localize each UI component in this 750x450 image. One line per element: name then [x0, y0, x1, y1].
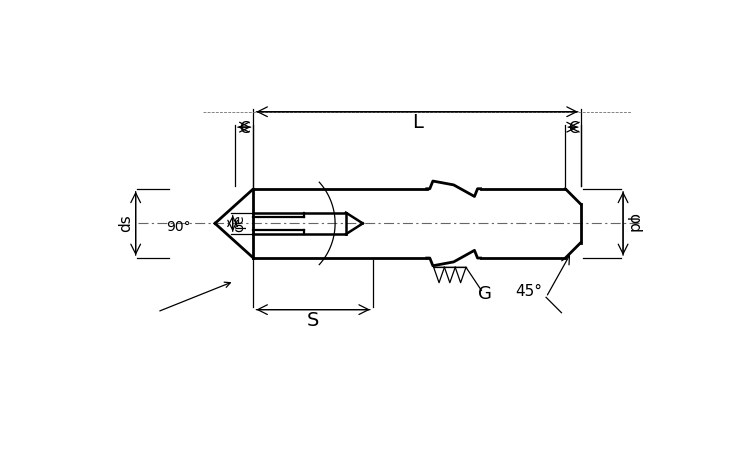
Text: G: G: [478, 285, 492, 303]
Text: 90°: 90°: [166, 220, 191, 234]
Text: C: C: [568, 122, 578, 136]
Text: ds: ds: [118, 215, 134, 232]
Text: L: L: [412, 113, 422, 132]
Text: C: C: [239, 122, 250, 136]
Text: φd: φd: [626, 213, 641, 234]
Text: φe: φe: [232, 215, 246, 232]
Text: S: S: [307, 311, 320, 330]
Text: 45°: 45°: [516, 284, 543, 299]
